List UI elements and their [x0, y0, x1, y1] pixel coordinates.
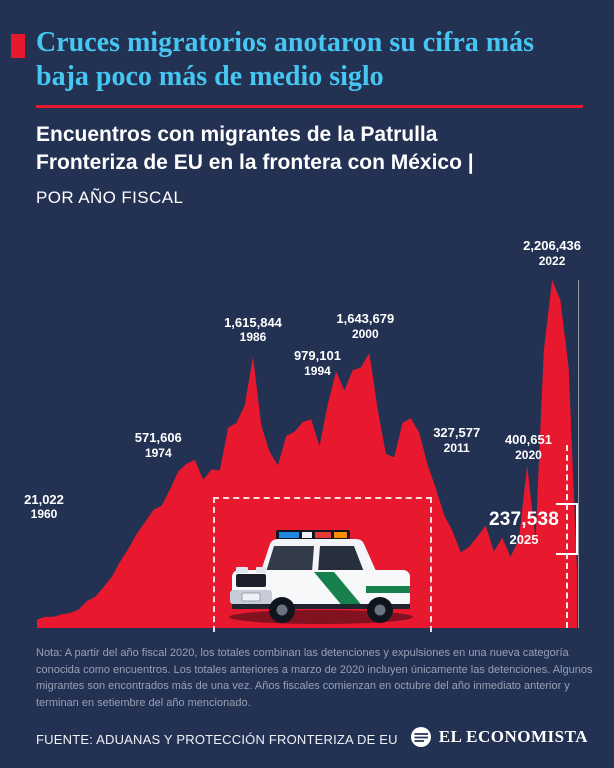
license-plate — [241, 592, 261, 602]
footnote: Nota: A partir del año fiscal 2020, los … — [36, 647, 593, 709]
annotation-1974: 571,606 1974 — [135, 430, 182, 460]
vehicle-windshield — [266, 546, 314, 572]
chart-subtitle: Encuentros con migrantes de la Patrulla … — [36, 123, 474, 174]
annotation-value: 979,101 — [293, 348, 341, 364]
annotation-year: 1986 — [239, 330, 267, 345]
front-wheel-hub — [276, 604, 288, 616]
encounters-area-chart — [37, 280, 577, 628]
source-credit: FUENTE: ADUANAS Y PROTECCIÓN FRONTERIZA … — [36, 732, 398, 747]
annotation-year: 1960 — [30, 507, 58, 522]
annotation-value: 1,615,844 — [224, 314, 282, 330]
annotation-year: 2020 — [515, 447, 542, 462]
annotation-2022: 2,206,436 2022 — [523, 238, 581, 268]
publisher-brand: EL ECONOMISTA — [410, 726, 588, 748]
vehicle-headlight — [236, 567, 248, 573]
annotation-value: 1,643,679 — [336, 311, 395, 327]
annotation-value: 237,538 — [488, 509, 560, 531]
annotation-year: 2025 — [509, 531, 539, 547]
annotation-2011: 327,577 2011 — [433, 425, 480, 455]
annotation-1986: 1,615,844 1986 — [224, 315, 282, 345]
fiscal-year-tag: POR AÑO FISCAL — [36, 188, 184, 207]
projection-dashed-line — [566, 445, 568, 628]
annotation-value: 2,206,436 — [523, 238, 581, 254]
page-title: Cruces migratorios anotaron su cifra más… — [36, 27, 534, 93]
annotation-value: 21,022 — [24, 491, 64, 507]
chart-right-axis-line — [578, 280, 579, 628]
vehicle-rocker-panel — [232, 604, 410, 609]
annotation-value: 327,577 — [433, 425, 481, 441]
latest-value-bracket — [556, 503, 578, 555]
police-light-bar-icon — [276, 530, 350, 540]
annotation-year: 2022 — [538, 253, 566, 268]
rear-wheel-hub — [374, 604, 386, 616]
annotation-2020: 400,651 2020 — [505, 432, 552, 462]
dashed-gate-outline — [213, 497, 432, 632]
annotation-year: 1974 — [144, 445, 172, 460]
annotation-year: 2011 — [443, 440, 470, 455]
title-bullet — [11, 34, 25, 58]
annotation-2025: 237,538 2025 — [489, 509, 559, 547]
el-economista-logo-icon — [410, 727, 431, 747]
border-patrol-side-stripe — [366, 586, 410, 593]
chart-area: 21,022 1960 571,606 1974 1,615,844 1986 979,10… — [24, 238, 581, 632]
publisher-brand-name: EL ECONOMISTA — [438, 727, 588, 746]
annotation-2000: 1,643,679 2000 — [336, 311, 394, 341]
annotation-1960: 21,022 1960 — [24, 492, 64, 522]
vehicle-headlight — [256, 567, 266, 573]
vehicle-side-window — [318, 546, 364, 572]
annotation-value: 571,606 — [134, 429, 182, 445]
title-underline-rule — [36, 105, 583, 108]
border-patrol-vehicle-illustration — [229, 530, 413, 624]
annotation-layer: 21,022 1960 571,606 1974 1,615,844 1986 979,10… — [24, 238, 581, 630]
vehicle-grille — [236, 574, 266, 587]
annotation-value: 400,651 — [504, 432, 552, 448]
annotation-year: 2000 — [351, 326, 379, 341]
annotation-1994: 979,101 1994 — [294, 348, 341, 378]
border-patrol-stripe — [314, 572, 364, 608]
annotation-year: 1994 — [304, 363, 331, 378]
